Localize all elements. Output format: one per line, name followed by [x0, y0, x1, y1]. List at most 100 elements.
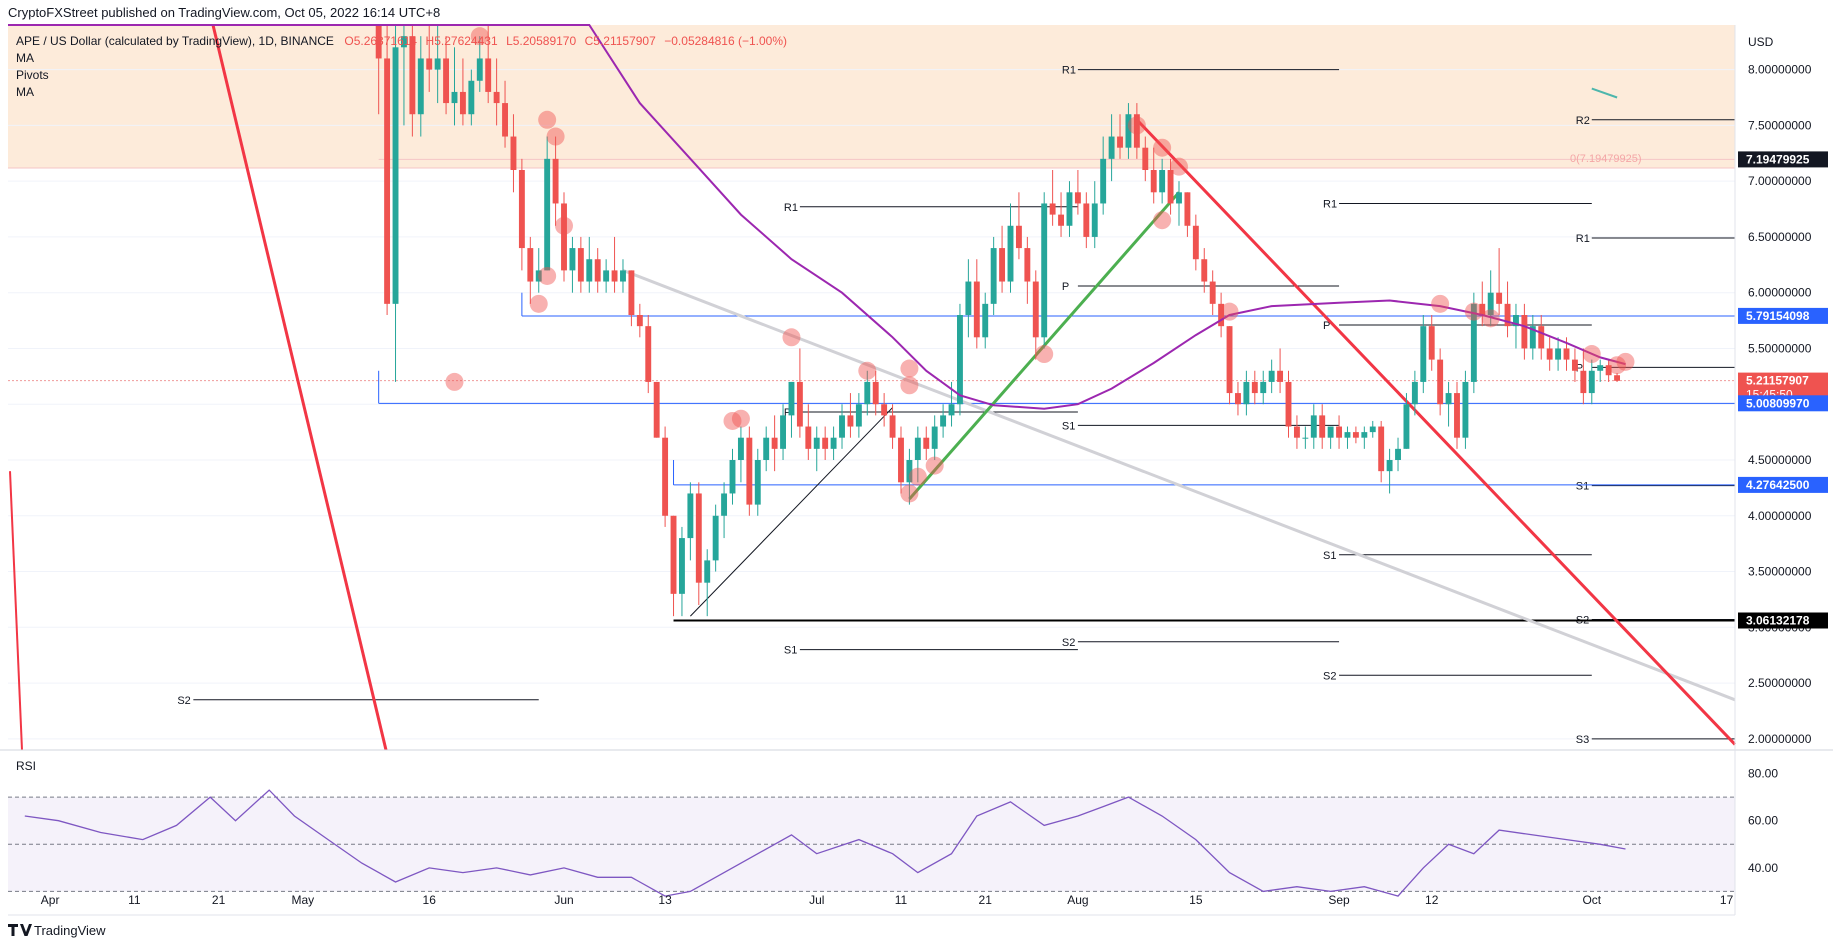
- candle-body: [1605, 365, 1612, 376]
- candle-body: [1083, 203, 1090, 237]
- svg-text:5.00809970: 5.00809970: [1746, 396, 1810, 410]
- pivot-label-p: P: [1062, 281, 1069, 293]
- indicator-ma-1[interactable]: MA: [16, 51, 34, 65]
- price-tag-2: 5.79154098: [1738, 307, 1828, 324]
- ohlc-change: −0.05284816 (−1.00%): [664, 34, 787, 48]
- candle-body: [1184, 192, 1191, 226]
- candle-body: [417, 58, 424, 115]
- pivot-label-s2: S2: [1062, 637, 1075, 649]
- candle-body: [780, 415, 786, 449]
- rsi-title: RSI: [16, 759, 36, 773]
- pivot-label-s2: S2: [177, 695, 190, 707]
- annotation-circle: [1608, 356, 1627, 375]
- pivot-label-p: P: [1323, 320, 1330, 332]
- rsi-line: [24, 789, 1626, 897]
- candle-body: [1058, 214, 1064, 226]
- candle-body: [940, 415, 947, 427]
- candle-body: [1218, 303, 1225, 327]
- rsi-tick-label: 80.00: [1748, 767, 1778, 781]
- pivot-label-p: P: [784, 407, 791, 419]
- candle-body: [1133, 114, 1140, 148]
- candle-body: [1496, 292, 1503, 304]
- annotation-circle: [782, 328, 801, 347]
- left-trendline-red: [211, 24, 388, 751]
- candle-body: [1209, 281, 1216, 304]
- date-tick-label: 21: [212, 893, 226, 907]
- candle-body: [594, 259, 601, 282]
- axis-currency: USD: [1748, 35, 1774, 49]
- price-tick-label: 6.50000000: [1748, 230, 1812, 244]
- candle-body: [1454, 393, 1460, 438]
- candle-body: [1176, 192, 1182, 204]
- candle-body: [1251, 381, 1258, 394]
- candle-body: [1529, 326, 1536, 349]
- candle-body: [864, 381, 871, 405]
- svg-text:APE / US Dollar (calculated by: APE / US Dollar (calculated by TradingVi…: [16, 32, 787, 49]
- candle-body: [1563, 348, 1570, 360]
- annotation-circle: [1582, 345, 1601, 364]
- candle-body: [1428, 326, 1435, 360]
- candle-body: [999, 248, 1006, 282]
- pivot-label-s1: S1: [1576, 481, 1589, 493]
- candle-body: [1243, 381, 1250, 405]
- candle-body: [1386, 460, 1393, 472]
- rsi-tick-label: 40.00: [1748, 861, 1778, 875]
- candle-body: [729, 460, 736, 494]
- date-tick-label: 16: [423, 893, 437, 907]
- candle-body: [788, 381, 795, 416]
- candle-body: [763, 437, 770, 460]
- candle-body: [493, 91, 500, 104]
- rsi-axis[interactable]: 80.00 60.00 40.00: [1748, 767, 1778, 875]
- candle-body: [1142, 147, 1149, 170]
- annotation-circle: [858, 361, 877, 380]
- rsi-tick-label: 60.00: [1748, 814, 1778, 828]
- candle-body: [1268, 370, 1275, 382]
- date-tick-label: 11: [128, 893, 141, 907]
- indicator-ma-2[interactable]: MA: [16, 85, 34, 99]
- svg-text:3.06132178: 3.06132178: [1746, 614, 1810, 628]
- candle-layer: [375, 25, 1621, 617]
- price-tags: 7.19479925 5.79154098 5.2115790715:45:50…: [1738, 151, 1828, 629]
- candle-body: [1614, 375, 1621, 381]
- date-tick-label: Apr: [41, 893, 60, 907]
- candle-body: [1167, 170, 1174, 204]
- candle-body: [855, 404, 862, 427]
- candle-body: [451, 91, 458, 104]
- candle-body: [1378, 426, 1385, 472]
- pivot-label-s3: S3: [1576, 734, 1589, 746]
- candle-body: [1420, 326, 1427, 382]
- candle-body: [586, 259, 593, 282]
- ohlc-low: L5.20589170: [506, 34, 576, 48]
- candle-body: [1201, 259, 1208, 282]
- candle-body: [392, 47, 399, 304]
- candle-body: [502, 103, 508, 137]
- annotation-circle: [1035, 345, 1054, 364]
- candle-body: [653, 381, 660, 438]
- candle-body: [1235, 393, 1241, 405]
- candle-body: [1150, 170, 1157, 193]
- candle-body: [712, 515, 719, 561]
- indicator-pivots[interactable]: Pivots: [16, 68, 49, 82]
- annotation-circle: [470, 27, 489, 46]
- candle-body: [1100, 158, 1107, 204]
- candle-body: [1597, 365, 1604, 371]
- date-tick-label: Sep: [1328, 893, 1350, 907]
- candle-body: [670, 515, 677, 594]
- candle-body: [931, 426, 938, 449]
- annotation-circle: [1616, 352, 1635, 371]
- pivot-label-s2: S2: [1323, 670, 1336, 682]
- annotation-circle: [529, 294, 548, 313]
- candle-body: [527, 248, 534, 282]
- tradingview-logo[interactable]: TradingView: [8, 923, 106, 938]
- candle-body: [990, 248, 997, 304]
- price-axis[interactable]: 8.00000000 7.50000000 7.00000000 6.50000000…: [1748, 63, 1812, 746]
- date-tick-label: 11: [895, 893, 908, 907]
- candle-body: [687, 493, 694, 539]
- candle-body: [485, 58, 492, 92]
- candle-body: [636, 315, 643, 327]
- candle-body: [1571, 359, 1578, 371]
- pivot-label-r2: R2: [1576, 115, 1590, 127]
- time-axis[interactable]: Apr 11 21 May 16 Jun 13 Jul 11 21 Aug 15 Sep 12 Oct 17: [41, 893, 1734, 907]
- rsi-pane[interactable]: [8, 789, 1735, 897]
- candle-body: [948, 404, 955, 416]
